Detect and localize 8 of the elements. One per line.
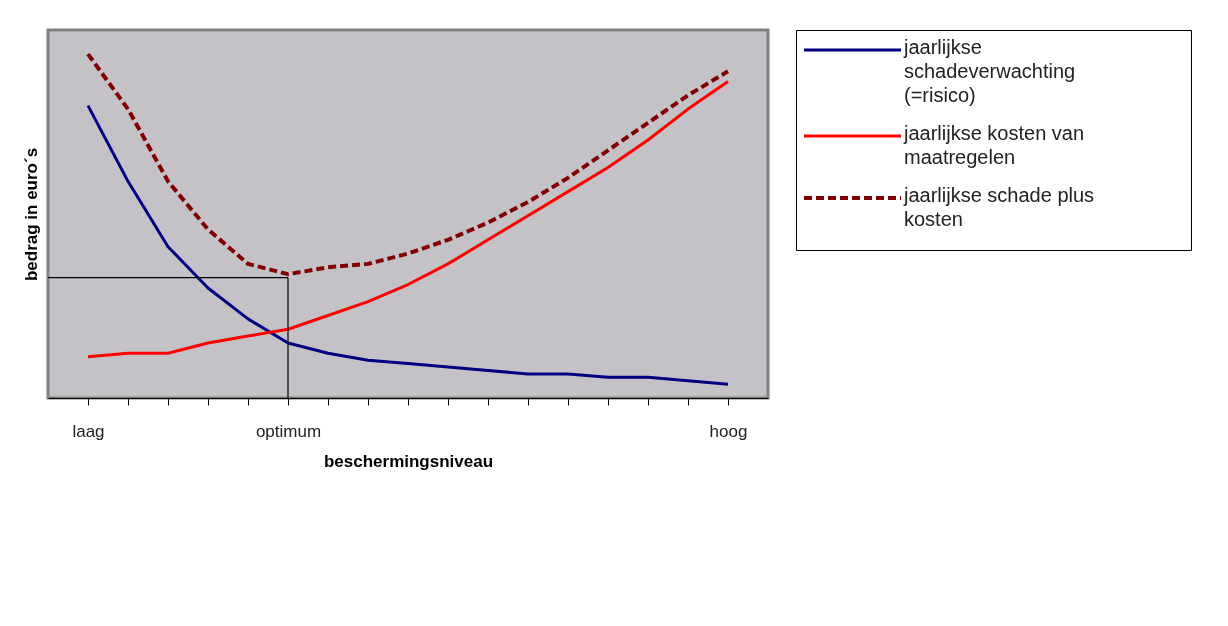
legend-label: jaarlijkse kosten van maatregelen [903, 122, 1085, 168]
legend-label: jaarlijkse schade plus kosten [903, 184, 1095, 230]
x-tick-label: hoog [709, 421, 748, 441]
x-axis-title: beschermingsniveau [323, 451, 494, 471]
legend-label: jaarlijkse schadeverwachting (=risico) [903, 36, 1076, 106]
x-tick-label: optimum [255, 421, 322, 441]
y-axis-title: bedrag in euro´s [21, 147, 41, 282]
x-tick-label: laag [72, 421, 105, 441]
